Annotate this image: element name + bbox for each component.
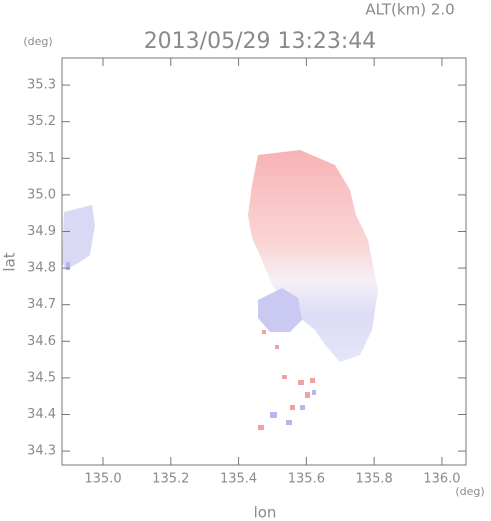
x-tick-label: 135.0: [84, 472, 121, 487]
chart-title: 2013/05/29 13:23:44: [144, 29, 377, 54]
x-tick-label: 135.4: [220, 472, 257, 487]
y-tick-label: 34.7: [27, 297, 56, 312]
y-axis-label: lat: [1, 252, 19, 271]
y-tick-label: 35.3: [27, 78, 56, 93]
x-tick-label: 135.8: [356, 472, 393, 487]
x-tick-label: 135.2: [152, 472, 189, 487]
plot-frame: [61, 57, 467, 466]
y-tick-label: 34.6: [27, 334, 56, 349]
x-tick-label: 135.6: [288, 472, 325, 487]
y-tick-label: 34.4: [27, 407, 56, 422]
y-tick-label: 35.1: [27, 151, 56, 166]
x-unit: (deg): [455, 485, 484, 498]
y-tick-label: 34.5: [27, 370, 56, 385]
y-tick-label: 35.0: [27, 187, 56, 202]
y-tick-label: 34.9: [27, 224, 56, 239]
x-tick-label: 136.0: [423, 472, 460, 487]
echo-field: [62, 150, 378, 430]
altitude-label: ALT(km) 2.0: [365, 1, 454, 19]
y-tick-label: 35.2: [27, 114, 56, 129]
x-axis-label: lon: [254, 504, 277, 521]
y-tick-label: 34.8: [27, 261, 56, 276]
y-tick-label: 34.3: [27, 444, 56, 459]
y-unit: (deg): [23, 35, 52, 48]
